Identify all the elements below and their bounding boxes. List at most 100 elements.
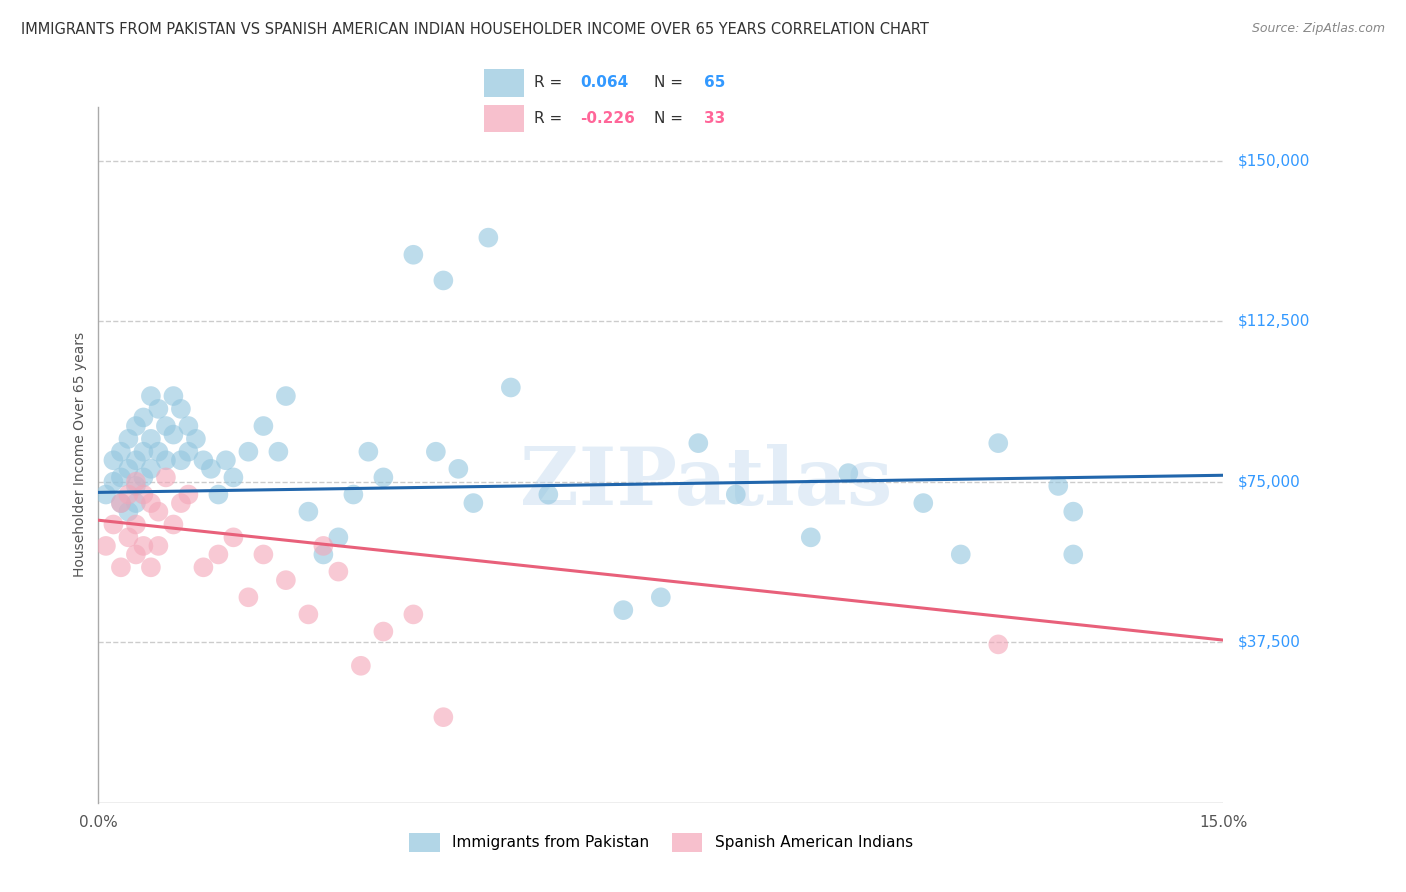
Point [110, 560, 132, 574]
Point [139, 496, 162, 510]
Point [402, 248, 425, 262]
Point [148, 401, 170, 416]
Text: 65: 65 [704, 76, 725, 90]
Point [139, 560, 162, 574]
Point [912, 496, 935, 510]
Legend: Immigrants from Pakistan, Spanish American Indians: Immigrants from Pakistan, Spanish Americ… [404, 827, 918, 858]
Point [177, 419, 200, 434]
Point [328, 530, 350, 544]
Point [987, 436, 1010, 450]
FancyBboxPatch shape [484, 70, 524, 96]
Point [170, 453, 193, 467]
Point [688, 436, 710, 450]
Point [139, 462, 162, 476]
Text: $112,500: $112,500 [1237, 314, 1310, 328]
Point [800, 530, 823, 544]
Point [1062, 505, 1084, 519]
Point [94, 487, 117, 501]
Point [162, 427, 184, 442]
Point [328, 565, 350, 579]
Point [125, 496, 148, 510]
Point [238, 444, 260, 458]
Point [103, 453, 125, 467]
Point [837, 466, 859, 480]
Point [110, 470, 132, 484]
Point [177, 444, 200, 458]
Text: 33: 33 [704, 111, 725, 126]
Point [477, 230, 499, 244]
Point [373, 624, 395, 639]
Point [103, 475, 125, 489]
Point [447, 462, 470, 476]
Text: 0.064: 0.064 [581, 76, 628, 90]
Point [155, 470, 177, 484]
Point [463, 496, 485, 510]
Point [94, 539, 117, 553]
Point [125, 548, 148, 562]
Point [117, 432, 139, 446]
Text: N =: N = [654, 76, 688, 90]
Point [949, 548, 972, 562]
Point [252, 419, 274, 434]
Point [125, 479, 148, 493]
Point [252, 548, 274, 562]
Point [184, 432, 207, 446]
Point [215, 453, 238, 467]
Point [117, 487, 139, 501]
Point [222, 470, 245, 484]
Point [274, 389, 297, 403]
Point [432, 710, 454, 724]
Point [162, 389, 184, 403]
Point [125, 419, 148, 434]
Point [432, 273, 454, 287]
Point [132, 410, 155, 425]
Text: $37,500: $37,500 [1237, 635, 1301, 649]
Point [132, 444, 155, 458]
Text: IMMIGRANTS FROM PAKISTAN VS SPANISH AMERICAN INDIAN HOUSEHOLDER INCOME OVER 65 Y: IMMIGRANTS FROM PAKISTAN VS SPANISH AMER… [21, 22, 929, 37]
Point [350, 658, 373, 673]
Point [207, 548, 229, 562]
Point [132, 470, 155, 484]
Point [170, 401, 193, 416]
Point [125, 475, 148, 489]
Y-axis label: Householder Income Over 65 years: Householder Income Over 65 years [73, 333, 87, 577]
Text: ZIPatlas: ZIPatlas [520, 443, 891, 522]
Point [117, 462, 139, 476]
Point [110, 496, 132, 510]
Point [148, 505, 170, 519]
Point [312, 548, 335, 562]
Point [373, 470, 395, 484]
Point [193, 560, 215, 574]
Point [238, 591, 260, 605]
Point [117, 505, 139, 519]
Point [155, 419, 177, 434]
Point [132, 539, 155, 553]
Point [222, 530, 245, 544]
Point [103, 517, 125, 532]
Point [139, 389, 162, 403]
Point [148, 444, 170, 458]
Point [1047, 479, 1070, 493]
Point [155, 453, 177, 467]
Point [177, 487, 200, 501]
Point [170, 496, 193, 510]
Point [200, 462, 222, 476]
Point [342, 487, 364, 501]
FancyBboxPatch shape [484, 105, 524, 132]
Point [425, 444, 447, 458]
Text: R =: R = [534, 76, 567, 90]
Point [724, 487, 747, 501]
Text: $75,000: $75,000 [1237, 475, 1301, 489]
Text: $150,000: $150,000 [1237, 153, 1310, 168]
Point [162, 517, 184, 532]
Point [1062, 548, 1084, 562]
Point [267, 444, 290, 458]
Point [537, 487, 560, 501]
Point [117, 530, 139, 544]
Point [612, 603, 634, 617]
Point [110, 496, 132, 510]
Point [125, 453, 148, 467]
Point [499, 380, 522, 394]
Point [125, 517, 148, 532]
Point [650, 591, 672, 605]
